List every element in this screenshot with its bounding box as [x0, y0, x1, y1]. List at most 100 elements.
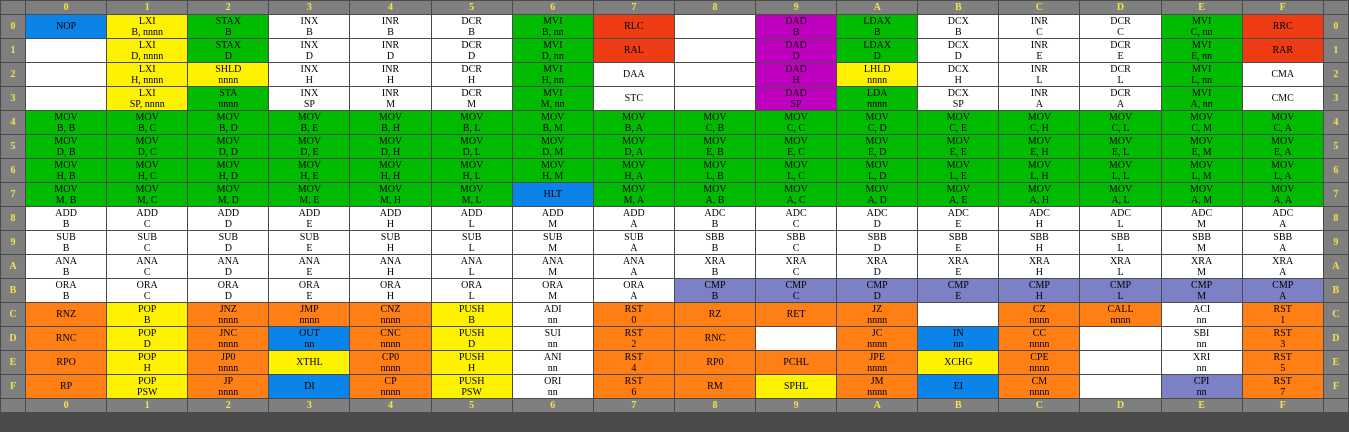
bottom-col-header: 9 [755, 398, 838, 413]
operand: nnnn [299, 314, 320, 326]
operand: L, C [787, 170, 805, 182]
operand: L, D [868, 170, 887, 182]
operand: D [224, 218, 232, 230]
opcode-cell: MOV H, E [268, 158, 351, 183]
mnemonic: RP [59, 381, 73, 392]
mnemonic: MVI [1191, 39, 1212, 51]
mnemonic: INR [381, 15, 400, 27]
operand: L, M [1191, 170, 1212, 182]
opcode-cell: JNC nnnn [187, 326, 270, 351]
bottom-col-header: 0 [25, 398, 108, 413]
opcode-cell: MOV H, H [349, 158, 432, 183]
mnemonic: RST [1273, 303, 1292, 315]
opcode-cell: MOV D, E [268, 134, 351, 159]
mnemonic: CM [1031, 375, 1048, 387]
operand: nn [1196, 386, 1207, 398]
operand: E [306, 290, 313, 302]
mnemonic: MOV [1189, 135, 1214, 147]
opcode-cell: RST 3 [1241, 326, 1324, 351]
opcode-cell: CMP C [755, 278, 838, 303]
operand: D [873, 242, 881, 254]
mnemonic: ADD [298, 207, 321, 219]
mnemonic: MOV [1271, 135, 1295, 147]
operand: nn [547, 338, 558, 350]
mnemonic: MVI [543, 39, 563, 51]
opcode-cell: MOV L, C [755, 158, 838, 183]
operand: B [711, 266, 719, 278]
operand: 3 [1280, 338, 1286, 350]
operand: B, nn [541, 26, 564, 38]
mnemonic: MVI [1191, 15, 1212, 27]
operand: nn [547, 386, 558, 398]
operand: H [954, 74, 962, 86]
operand: C [143, 218, 151, 230]
operand: B [468, 314, 475, 326]
opcode-cell: CPI nn [1160, 374, 1243, 399]
top-col-header: C [998, 0, 1081, 15]
mnemonic: CMP [947, 279, 969, 291]
operand: L [1117, 242, 1124, 254]
mnemonic: ORA [298, 279, 320, 291]
mnemonic: SHLD [215, 63, 242, 75]
mnemonic: ANA [298, 255, 321, 267]
operand: C [792, 242, 800, 254]
operand: E [955, 242, 962, 254]
mnemonic: EI [953, 381, 964, 392]
operand: L [468, 290, 475, 302]
opcode-cell: ORA H [349, 278, 432, 303]
opcode-cell: DCR B [430, 14, 513, 39]
bottom-col-header: 3 [268, 398, 351, 413]
opcode-row: 4 MOV B, B MOV B, C MOV B, D MOV B, E MOV B, H MOV B… [0, 110, 1349, 135]
opcode-cell: XCHG [917, 350, 1000, 375]
mnemonic: DI [304, 381, 315, 392]
mnemonic: MOV [459, 111, 484, 123]
top-col-header: F [1241, 0, 1324, 15]
operand: H, H [380, 170, 401, 182]
operand: M [1197, 242, 1207, 254]
opcode-cell: MOV M, A [592, 182, 675, 207]
mnemonic: JZ [872, 303, 883, 315]
opcode-cell: SBI nn [1160, 326, 1243, 351]
opcode-cell: DCR A [1079, 86, 1162, 111]
operand: D, M [542, 146, 564, 158]
opcode-cell: RST 0 [592, 302, 675, 327]
opcode-cell: RP [25, 374, 108, 399]
opcode-cell: PUSH B [430, 302, 513, 327]
mnemonic: JNC [219, 327, 238, 339]
bottom-col-header: D [1079, 398, 1162, 413]
operand: C [792, 290, 800, 302]
operand: nnnn [867, 74, 888, 86]
mnemonic: MOV [54, 183, 78, 195]
mnemonic: PUSH [458, 375, 485, 387]
mnemonic: ACI [1193, 303, 1211, 315]
opcode-cell: SBB H [998, 230, 1081, 255]
mnemonic: XRA [947, 255, 969, 267]
opcode-row: 8 ADD B ADD C ADD D ADD E ADD H ADD L ADD M ADD A ADC B ADC… [0, 206, 1349, 231]
mnemonic: RPO [56, 357, 76, 368]
operand: D [873, 290, 881, 302]
operand: A, C [786, 194, 806, 206]
mnemonic: SUB [218, 231, 239, 243]
mnemonic: MOV [1108, 135, 1133, 147]
top-col-header: 2 [187, 0, 270, 15]
opcode-cell: CMA [1241, 62, 1324, 87]
operand: M [386, 98, 395, 110]
opcode-cell: LXI SP, nnnn [106, 86, 189, 111]
mnemonic: MOV [541, 111, 565, 123]
bottom-col-header: A [836, 398, 919, 413]
mnemonic: MOV [378, 159, 403, 171]
opcode-cell: MVI L, nn [1160, 62, 1243, 87]
mnemonic: STAX [215, 39, 241, 51]
mnemonic: INX [300, 15, 319, 27]
mnemonic: XCHG [944, 357, 973, 368]
mnemonic: DCR [1110, 63, 1131, 75]
top-col-header: B [917, 0, 1000, 15]
operand: D [792, 50, 800, 62]
row-header-left: 3 [0, 86, 27, 111]
operand: A [1279, 242, 1287, 254]
operand: D [224, 242, 232, 254]
opcode-cell: XRA L [1079, 254, 1162, 279]
mnemonic: INR [1030, 39, 1049, 51]
operand: B [62, 290, 70, 302]
